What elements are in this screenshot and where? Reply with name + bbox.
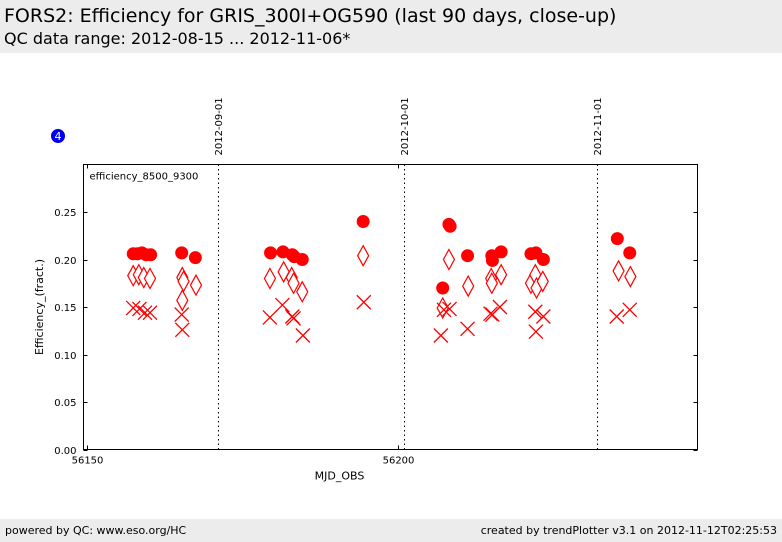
- data-point-x: [274, 297, 290, 313]
- date-marker-label: 2012-09-01: [214, 97, 225, 155]
- date-marker-label: 2012-11-01: [593, 97, 604, 155]
- data-point-diamond: [356, 244, 370, 267]
- data-point-x: [174, 322, 190, 338]
- data-point-circle: [610, 232, 624, 246]
- badge-circle: [50, 128, 66, 144]
- page-subtitle: QC data range: 2012-08-15 ... 2012-11-06…: [4, 29, 351, 48]
- data-point-x: [622, 302, 638, 318]
- x-axis-title: MJD_OBS: [315, 470, 365, 483]
- plot-frame: [83, 164, 698, 450]
- x-tick-label: 56200: [383, 456, 415, 467]
- data-point-circle: [485, 253, 499, 267]
- data-point-x: [286, 310, 302, 326]
- date-marker-label: 2012-10-01: [400, 97, 411, 155]
- data-point-x: [609, 309, 625, 324]
- data-point-diamond: [485, 272, 498, 295]
- data-point-x: [174, 307, 190, 323]
- data-point-circle: [356, 215, 370, 228]
- y-tick-label: 0.25: [54, 208, 76, 219]
- data-point-x: [137, 305, 153, 321]
- data-point-x: [436, 302, 452, 318]
- data-point-x: [262, 309, 278, 325]
- panel-label: efficiency_8500_9300: [90, 172, 199, 183]
- data-point-diamond: [177, 270, 190, 293]
- footer-bar: powered by QC: www.eso.org/HC created by…: [0, 519, 782, 542]
- data-point-x: [125, 300, 141, 316]
- data-point-diamond: [263, 267, 277, 290]
- data-point-circle: [536, 253, 550, 266]
- data-point-x: [295, 328, 311, 343]
- data-point-circle: [443, 219, 457, 233]
- data-point-diamond: [287, 272, 300, 295]
- data-point-diamond: [612, 259, 625, 283]
- data-point-diamond: [461, 274, 475, 298]
- data-point-x: [142, 305, 158, 321]
- data-point-diamond: [176, 289, 189, 312]
- data-point-x: [492, 299, 508, 315]
- data-point-circle: [175, 246, 189, 260]
- data-point-x: [460, 321, 476, 337]
- data-point-diamond: [494, 263, 508, 286]
- data-point-x: [528, 324, 544, 340]
- data-point-x: [442, 301, 457, 317]
- data-point-x: [527, 304, 543, 320]
- data-point-circle: [144, 248, 158, 262]
- data-point-diamond: [442, 248, 456, 271]
- data-point-x: [535, 309, 551, 324]
- data-point-x: [356, 294, 372, 310]
- y-tick-label: 0.20: [54, 256, 76, 267]
- y-tick-label: 0.00: [54, 446, 76, 457]
- data-point-x: [433, 328, 449, 343]
- data-point-circle: [188, 251, 202, 265]
- y-tick-label: 0.05: [54, 398, 76, 409]
- badge-label: 4: [55, 130, 62, 143]
- data-point-diamond: [143, 267, 157, 290]
- data-point-diamond: [624, 265, 637, 288]
- data-point-circle: [623, 246, 637, 260]
- data-point-circle: [494, 245, 508, 259]
- data-point-circle: [461, 249, 475, 263]
- x-tick-label: 56150: [72, 456, 104, 467]
- data-point-diamond: [296, 280, 309, 304]
- footer-powered-by: powered by QC: www.eso.org/HC: [5, 524, 187, 537]
- header-bar: FORS2: Efficiency for GRIS_300I+OG590 (l…: [0, 0, 782, 53]
- data-point-circle: [436, 281, 450, 295]
- y-tick-label: 0.15: [54, 303, 76, 314]
- data-point-diamond: [536, 270, 549, 293]
- y-tick-label: 0.10: [54, 351, 76, 362]
- page-title: FORS2: Efficiency for GRIS_300I+OG590 (l…: [4, 5, 617, 27]
- data-point-diamond: [189, 273, 203, 297]
- data-point-circle: [264, 246, 278, 260]
- data-point-circle: [295, 253, 309, 266]
- y-axis-title: Efficiency_(fract.): [33, 259, 46, 355]
- footer-created-by: created by trendPlotter v3.1 on 2012-11-…: [480, 524, 777, 537]
